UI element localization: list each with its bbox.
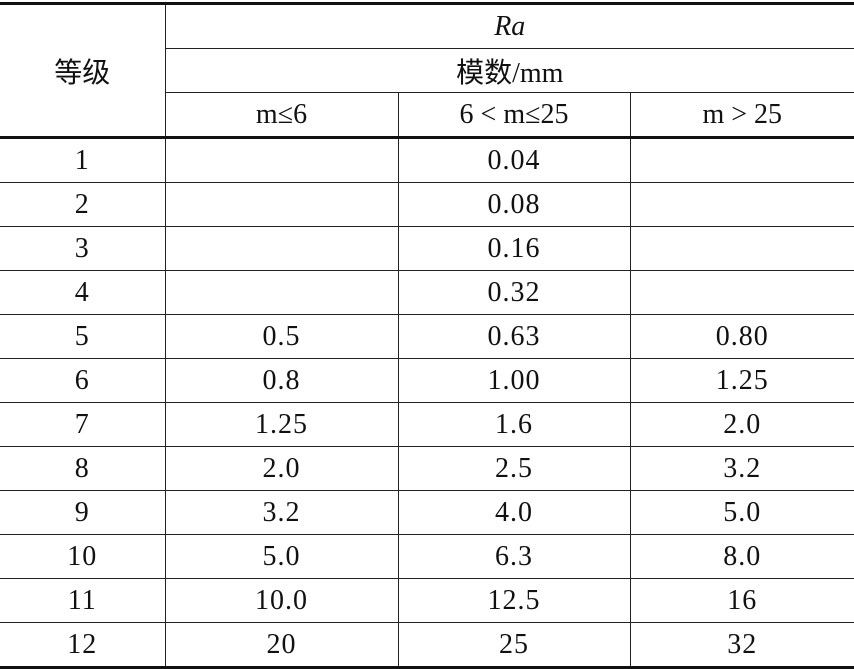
header-column: 6 < m≤25 — [397, 92, 631, 138]
table-row: 9 3.2 4.0 5.0 — [0, 490, 854, 535]
value-cell: 3.2 — [164, 490, 399, 535]
header-column: m≤6 — [165, 92, 399, 138]
value-cell — [164, 182, 399, 227]
grade-cell: 3 — [0, 226, 166, 271]
value-cell: 3.2 — [629, 446, 854, 491]
value-cell: 6.3 — [397, 534, 631, 579]
value-cell: 1.6 — [397, 402, 631, 447]
header-module: 模数/mm — [165, 48, 854, 93]
grade-cell: 2 — [0, 182, 166, 227]
value-cell: 0.8 — [164, 358, 399, 403]
value-cell — [164, 270, 399, 315]
value-cell: 4.0 — [397, 490, 631, 535]
grade-cell: 9 — [0, 490, 166, 535]
value-cell: 2.5 — [397, 446, 631, 491]
table-row: 2 0.08 — [0, 182, 854, 227]
value-cell: 8.0 — [629, 534, 854, 579]
table-row: 4 0.32 — [0, 270, 854, 315]
value-cell: 1.25 — [629, 358, 854, 403]
grade-cell: 11 — [0, 578, 166, 623]
value-cell — [164, 136, 399, 183]
grade-cell: 1 — [0, 136, 166, 183]
header-grade: 等级 — [0, 2, 166, 138]
value-cell: 0.63 — [397, 314, 631, 359]
table-row: 1 0.04 — [0, 136, 854, 183]
value-cell: 25 — [397, 622, 631, 669]
value-cell — [629, 182, 854, 227]
value-cell: 12.5 — [397, 578, 631, 623]
value-cell — [629, 270, 854, 315]
table-row: 7 1.25 1.6 2.0 — [0, 402, 854, 447]
grade-cell: 12 — [0, 622, 166, 669]
value-cell: 1.00 — [397, 358, 631, 403]
value-cell: 20 — [164, 622, 399, 669]
value-cell: 0.08 — [397, 182, 631, 227]
table-row: 5 0.5 0.63 0.80 — [0, 314, 854, 359]
table-row: 6 0.8 1.00 1.25 — [0, 358, 854, 403]
value-cell: 0.16 — [397, 226, 631, 271]
value-cell — [164, 226, 399, 271]
grade-cell: 5 — [0, 314, 166, 359]
value-cell: 2.0 — [164, 446, 399, 491]
value-cell — [629, 226, 854, 271]
value-cell: 5.0 — [164, 534, 399, 579]
value-cell — [629, 136, 854, 183]
grade-cell: 6 — [0, 358, 166, 403]
table-row: 11 10.0 12.5 16 — [0, 578, 854, 623]
value-cell: 0.04 — [397, 136, 631, 183]
value-cell: 10.0 — [164, 578, 399, 623]
header-column: m > 25 — [629, 92, 854, 138]
value-cell: 32 — [629, 622, 854, 669]
table-row: 8 2.0 2.5 3.2 — [0, 446, 854, 491]
table-row: 10 5.0 6.3 8.0 — [0, 534, 854, 579]
value-cell: 0.80 — [629, 314, 854, 359]
value-cell: 0.32 — [397, 270, 631, 315]
value-cell: 1.25 — [164, 402, 399, 447]
table-row: 3 0.16 — [0, 226, 854, 271]
header-ra: Ra — [164, 2, 854, 49]
grade-cell: 4 — [0, 270, 166, 315]
value-cell: 0.5 — [164, 314, 399, 359]
value-cell: 5.0 — [629, 490, 854, 535]
table-body: 1 0.04 2 0.08 3 0.16 4 0.32 5 0.5 0.63 0.80 6 0.8 1.00… — [0, 136, 854, 669]
value-cell: 2.0 — [629, 402, 854, 447]
grade-cell: 8 — [0, 446, 166, 491]
table-row: 12 20 25 32 — [0, 622, 854, 669]
value-cell: 16 — [629, 578, 854, 623]
grade-cell: 7 — [0, 402, 166, 447]
grade-cell: 10 — [0, 534, 166, 579]
